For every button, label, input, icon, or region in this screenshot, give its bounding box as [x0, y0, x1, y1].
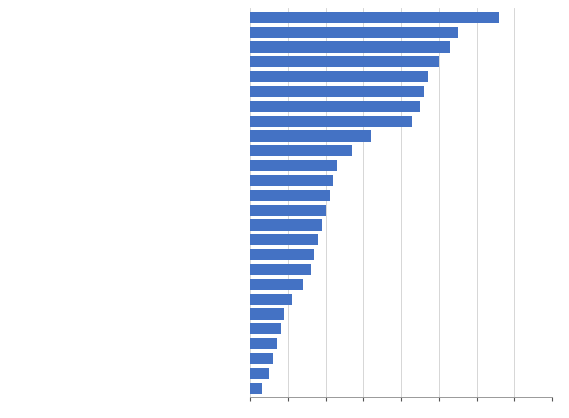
Bar — [250, 41, 450, 53]
Bar — [250, 353, 273, 364]
Bar — [250, 71, 427, 82]
Bar — [250, 264, 311, 275]
Bar — [250, 249, 315, 260]
Bar — [250, 323, 281, 334]
Bar — [250, 338, 277, 349]
Bar — [250, 204, 325, 216]
Bar — [250, 279, 303, 290]
Bar — [250, 382, 262, 394]
Bar — [250, 219, 322, 231]
Bar — [250, 368, 269, 379]
Bar — [250, 26, 457, 38]
Bar — [250, 160, 337, 171]
Bar — [250, 145, 352, 156]
Bar — [250, 86, 424, 97]
Bar — [250, 308, 284, 320]
Bar — [250, 56, 439, 67]
Bar — [250, 101, 420, 112]
Bar — [250, 190, 329, 201]
Bar — [250, 130, 371, 142]
Bar — [250, 175, 333, 186]
Bar — [250, 115, 413, 127]
Bar — [250, 234, 318, 245]
Bar — [250, 293, 292, 305]
Bar — [250, 12, 499, 23]
